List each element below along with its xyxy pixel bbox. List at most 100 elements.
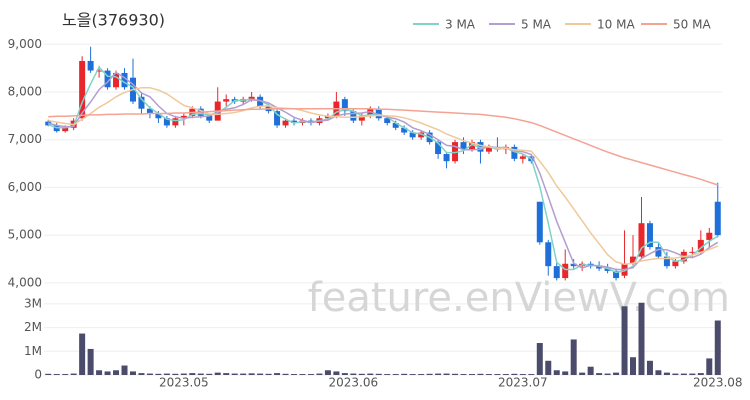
candle-body bbox=[596, 266, 603, 269]
volume-bar bbox=[426, 373, 433, 375]
candle-body bbox=[485, 146, 492, 152]
volume-bar bbox=[113, 370, 120, 375]
volume-bar bbox=[62, 374, 69, 375]
x-tick-label: 2023.05 bbox=[159, 376, 209, 390]
candle-body bbox=[121, 72, 128, 88]
volume-bar bbox=[87, 348, 94, 375]
volume-bar bbox=[570, 339, 577, 375]
volume-bar bbox=[621, 306, 628, 375]
volume-bar bbox=[138, 373, 145, 375]
candle-body bbox=[468, 142, 475, 150]
candle-body bbox=[409, 132, 416, 138]
volume-bar bbox=[350, 373, 357, 375]
legend-label: 50 MA bbox=[673, 18, 711, 32]
candle-body bbox=[672, 261, 679, 267]
candle-body bbox=[172, 118, 179, 126]
y-tick-label: 8,000 bbox=[8, 85, 42, 99]
candle-body bbox=[96, 70, 103, 72]
volume-bar bbox=[468, 374, 475, 375]
volume-bar bbox=[502, 374, 509, 375]
volume-bar bbox=[121, 365, 128, 375]
candle-body bbox=[62, 126, 69, 132]
volume-bar bbox=[274, 373, 281, 375]
volume-bar bbox=[579, 372, 586, 375]
ma-line bbox=[47, 71, 719, 271]
volume-bar bbox=[697, 373, 704, 375]
volume-bar bbox=[689, 373, 696, 375]
volume-bar bbox=[545, 360, 552, 375]
volume-bar bbox=[316, 373, 323, 375]
y-tick-label: 0 bbox=[34, 368, 42, 382]
candle-body bbox=[714, 201, 721, 236]
ma-line bbox=[47, 65, 719, 274]
candle-body bbox=[697, 239, 704, 252]
volume-bar bbox=[638, 302, 645, 375]
candle-body bbox=[536, 201, 543, 243]
candle-body bbox=[257, 96, 264, 107]
candle-body bbox=[180, 115, 187, 119]
candle-body bbox=[163, 118, 170, 126]
candle-body bbox=[401, 127, 408, 133]
volume-bar bbox=[672, 373, 679, 375]
volume-bar bbox=[443, 373, 450, 375]
candle-body bbox=[646, 223, 653, 248]
candle-body bbox=[104, 70, 111, 88]
x-tick-label: 2023.06 bbox=[329, 376, 379, 390]
candle-body bbox=[392, 123, 399, 128]
y-tick-label: 7,000 bbox=[8, 132, 42, 146]
candle-body bbox=[663, 256, 670, 267]
volume-bar bbox=[248, 373, 255, 375]
volume-bar bbox=[367, 373, 374, 375]
volume-bar bbox=[384, 374, 391, 375]
candle-body bbox=[706, 232, 713, 240]
candle-body bbox=[689, 251, 696, 253]
volume-bar bbox=[680, 373, 687, 375]
x-tick-label: 2023.07 bbox=[498, 376, 548, 390]
volume-bar bbox=[324, 370, 331, 375]
volume-bar bbox=[528, 374, 535, 375]
volume-bar bbox=[596, 373, 603, 375]
candle-body bbox=[384, 118, 391, 124]
candle-body bbox=[511, 146, 518, 159]
candle-body bbox=[562, 263, 569, 279]
volume-bar bbox=[562, 371, 569, 375]
volume-bar bbox=[392, 374, 399, 375]
volume-bar bbox=[223, 373, 230, 375]
volume-bar bbox=[240, 373, 247, 375]
candle-body bbox=[79, 61, 86, 119]
volume-bar bbox=[104, 371, 111, 375]
legend-label: 3 MA bbox=[445, 18, 476, 32]
volume-bar bbox=[511, 373, 518, 375]
candle-body bbox=[477, 142, 484, 152]
volume-bar bbox=[163, 373, 170, 375]
volume-bar bbox=[553, 370, 560, 375]
volume-bar bbox=[129, 371, 136, 375]
y-tick-label: 5,000 bbox=[8, 228, 42, 242]
candle-body bbox=[452, 142, 459, 162]
volume-bar bbox=[494, 374, 501, 375]
volume-bar bbox=[485, 374, 492, 375]
volume-bar bbox=[646, 360, 653, 375]
volume-bar bbox=[333, 371, 340, 375]
candle-body bbox=[206, 115, 213, 121]
candle-body bbox=[324, 115, 331, 119]
y-tick-label: 6,000 bbox=[8, 180, 42, 194]
candle-body bbox=[570, 263, 577, 267]
volume-bar bbox=[655, 370, 662, 375]
y-tick-label: 2M bbox=[24, 320, 42, 334]
volume-bar bbox=[630, 357, 637, 375]
candle-body bbox=[291, 120, 298, 124]
candle-body bbox=[282, 120, 289, 126]
volume-bar bbox=[291, 374, 298, 375]
candle-body bbox=[418, 132, 425, 138]
volume-bar bbox=[180, 373, 187, 375]
volume-bar bbox=[706, 358, 713, 375]
volume-bar bbox=[613, 372, 620, 375]
volume-bar bbox=[206, 373, 213, 375]
volume-bar bbox=[536, 343, 543, 375]
volume-bar bbox=[663, 372, 670, 375]
y-tick-label: 4,000 bbox=[8, 275, 42, 289]
candle-body bbox=[248, 96, 255, 100]
volume-bar bbox=[358, 373, 365, 375]
